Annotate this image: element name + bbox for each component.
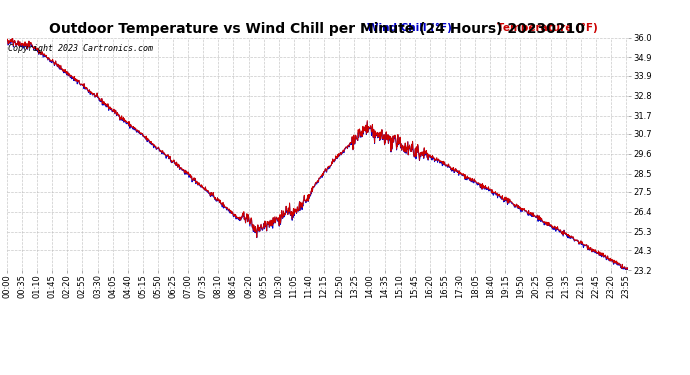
Text: Temperature (°F): Temperature (°F) <box>497 23 598 33</box>
Text: Wind Chill (°F): Wind Chill (°F) <box>367 23 452 33</box>
Text: Copyright 2023 Cartronics.com: Copyright 2023 Cartronics.com <box>8 45 152 54</box>
Title: Outdoor Temperature vs Wind Chill per Minute (24 Hours) 20230210: Outdoor Temperature vs Wind Chill per Mi… <box>50 22 585 36</box>
